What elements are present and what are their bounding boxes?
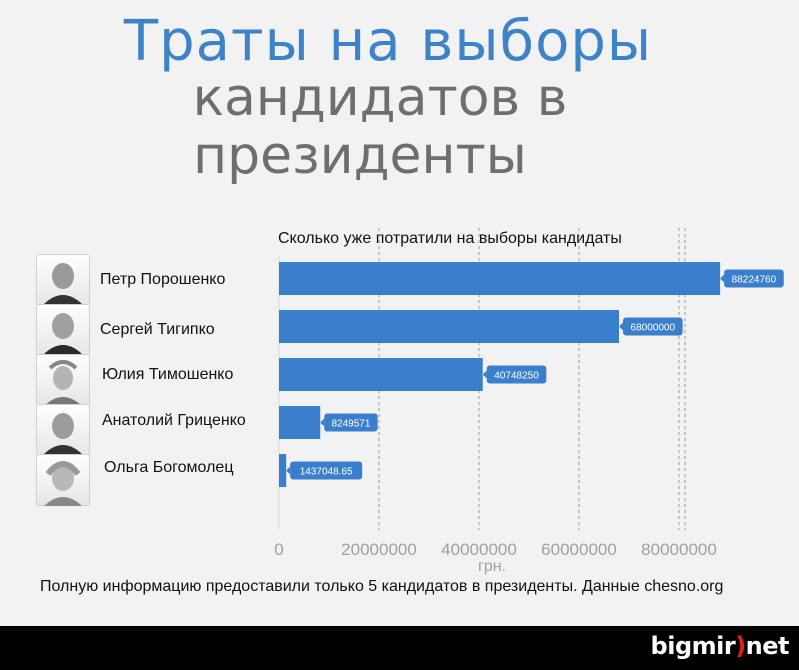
data-label-box	[290, 461, 363, 480]
bar	[279, 406, 321, 439]
brand-logo[interactable]: bigmir)net	[650, 632, 790, 660]
data-label-pointer	[482, 370, 487, 379]
data-label-box	[623, 317, 683, 336]
data-label-pointer	[320, 418, 325, 427]
bar	[279, 262, 721, 295]
x-tick-label: 80000000	[641, 540, 717, 559]
data-label: 40748250	[494, 371, 539, 382]
bar	[279, 358, 483, 391]
data-label-box	[724, 269, 784, 288]
x-tick-label: 60000000	[541, 540, 617, 559]
data-label-pointer	[286, 466, 291, 475]
data-label-pointer	[619, 322, 623, 331]
avatar-gritsenko	[36, 404, 90, 456]
title-line-3: президенты	[193, 126, 527, 186]
avatar-tigipko	[36, 304, 90, 356]
title-line-1: Траты на выборы	[123, 9, 653, 74]
bar-chart: 0 20000000 40000000 60000000 80000000 грн. 882…	[274, 228, 784, 575]
data-label: 88224760	[732, 275, 777, 286]
candidate-name: Сергей Тигипко	[100, 321, 215, 338]
candidate-name: Петр Порошенко	[100, 271, 226, 288]
x-tick-label: 40000000	[441, 540, 517, 559]
data-label: 68000000	[631, 323, 676, 334]
candidate-name: Ольга Богомолец	[104, 459, 234, 476]
candidate-name: Юлия Тимошенко	[102, 366, 234, 383]
candidate-name: Анатолий Гриценко	[102, 412, 246, 429]
data-label: 8249571	[331, 419, 370, 430]
x-axis-label: грн.	[478, 558, 506, 575]
bar	[279, 454, 287, 487]
avatar-timoshenko	[36, 354, 90, 406]
x-tick-label: 20000000	[341, 540, 417, 559]
bottom-bar: bigmir)net	[0, 626, 799, 670]
footer-note: Полную информацию предоставили только 5 …	[40, 578, 724, 595]
title-line-2: кандидатов в	[192, 68, 568, 128]
data-label: 1437048.65	[300, 467, 353, 478]
data-label-pointer	[720, 274, 725, 283]
x-tick-label: 0	[274, 540, 283, 559]
data-label-box	[486, 365, 547, 384]
bar	[279, 310, 619, 343]
data-label-box	[324, 413, 378, 432]
avatar-bogomolets	[36, 454, 90, 506]
chart-title: Сколько уже потратили на выборы кандидат…	[278, 230, 622, 247]
avatar-poroshenko	[36, 254, 90, 306]
